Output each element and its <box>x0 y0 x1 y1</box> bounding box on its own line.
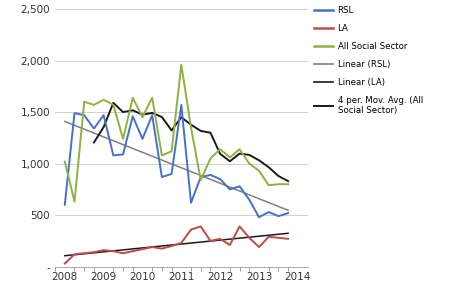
Legend: RSL, LA, All Social Sector, Linear (RSL), Linear (LA), 4 per. Mov. Avg. (All
Soc: RSL, LA, All Social Sector, Linear (RSL)… <box>314 6 423 115</box>
